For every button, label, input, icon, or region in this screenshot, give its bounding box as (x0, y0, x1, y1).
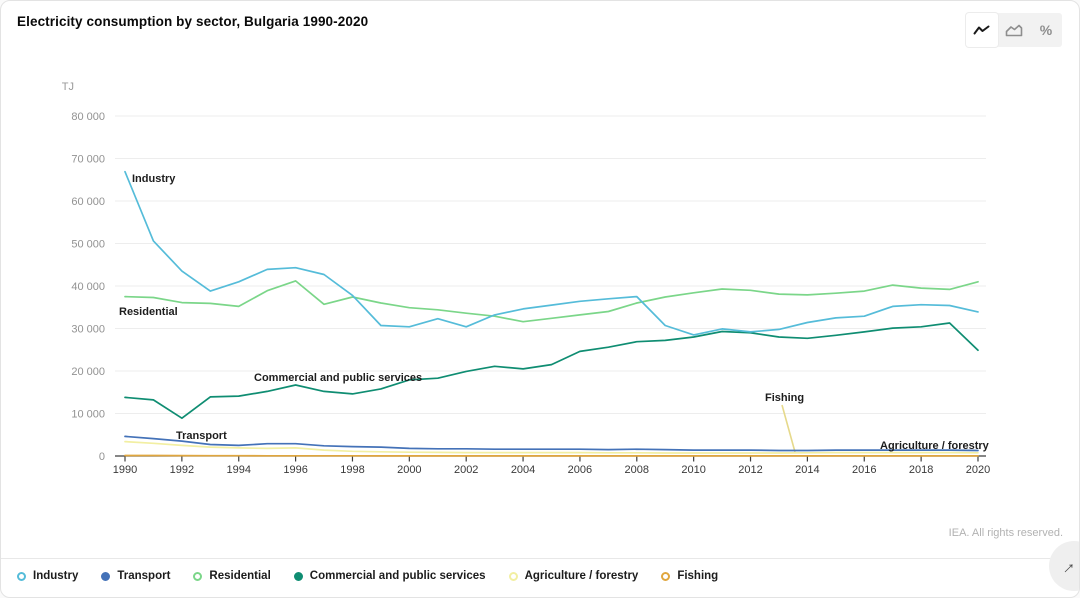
y-tick-label: 50 000 (71, 239, 105, 251)
x-tick-label: 2006 (568, 464, 592, 476)
legend-label: Transport (117, 570, 171, 582)
series-line-commercial-and-public-services[interactable] (124, 322, 979, 420)
legend-item-residential[interactable]: Residential (193, 570, 271, 582)
x-tick-label: 2016 (852, 464, 876, 476)
series-label: Transport (176, 430, 227, 442)
y-tick-label: 10 000 (71, 409, 105, 421)
chart-canvas[interactable]: TJ 0 10 000 20 000 30 000 40 000 50 000 60 000 7… (1, 1, 1080, 521)
legend-marker-icon (661, 571, 671, 581)
legend-label: Fishing (677, 570, 719, 582)
legend-marker-icon (17, 571, 26, 581)
x-tick-label: 1990 (113, 464, 137, 476)
y-tick-label: 20 000 (71, 366, 105, 378)
series-line-transport[interactable] (124, 435, 979, 452)
x-tick-label: 2008 (625, 464, 649, 476)
percent-icon: % (1039, 22, 1053, 38)
series-line-agriculture-forestry[interactable] (124, 440, 979, 454)
y-tick-label: 40 000 (71, 281, 105, 293)
x-tick-label: 1998 (340, 464, 364, 476)
y-tick-label: 80 000 (71, 111, 105, 123)
y-tick-label: 70 000 (71, 154, 105, 166)
x-tick-label: 1996 (283, 464, 307, 476)
percent-view-button[interactable]: % (1030, 13, 1062, 47)
x-tick-label: 2020 (966, 464, 990, 476)
legend-item-fishing[interactable]: Fishing (661, 570, 718, 582)
x-tick-label: 2018 (909, 464, 933, 476)
series-line-residential[interactable] (124, 280, 979, 323)
copyright-text: IEA. All rights reserved. (948, 527, 1063, 539)
legend-label: Agriculture / forestry (524, 570, 639, 582)
x-tick-label: 2004 (511, 464, 535, 476)
series-label: Agriculture / forestry (880, 440, 990, 452)
legend-label: Commercial and public services (309, 570, 486, 582)
x-tick-label: 2010 (681, 464, 705, 476)
label-leader-line (781, 404, 796, 453)
line-view-button[interactable] (966, 13, 998, 47)
legend-marker-icon (508, 571, 518, 581)
legend-separator (1, 558, 1079, 559)
legend-marker-icon (101, 571, 111, 581)
legend-label: Residential (209, 570, 271, 582)
legend-item-commercial-and-public-services[interactable]: Commercial and public services (293, 570, 486, 582)
legend-item-transport[interactable]: Transport (101, 570, 170, 582)
line-chart-icon (973, 25, 990, 35)
expand-button[interactable]: → (1049, 541, 1080, 591)
series-label: Industry (132, 173, 176, 185)
legend-item-agriculture-forestry[interactable]: Agriculture / forestry (508, 570, 639, 582)
x-tick-label: 2002 (454, 464, 478, 476)
chart-legend: Industry Transport Residential Commercial a… (17, 570, 741, 582)
y-tick-label: 0 (99, 451, 105, 463)
legend-label: Industry (33, 570, 79, 582)
series-label: Fishing (765, 392, 804, 404)
area-view-button[interactable] (998, 13, 1030, 47)
x-tick-label: 2012 (738, 464, 762, 476)
legend-item-industry[interactable]: Industry (17, 570, 78, 582)
y-tick-label: 60 000 (71, 196, 105, 208)
series-label: Commercial and public services (254, 372, 422, 384)
series-line-industry[interactable] (124, 170, 979, 336)
series-label: Residential (119, 306, 178, 318)
y-tick-label: 30 000 (71, 324, 105, 336)
y-axis-unit: TJ (62, 81, 74, 93)
chart-title: Electricity consumption by sector, Bulga… (17, 14, 369, 29)
expand-arrow-icon: → (1053, 552, 1080, 580)
area-chart-icon (1005, 24, 1023, 37)
legend-marker-icon (293, 571, 303, 581)
x-tick-label: 1994 (226, 464, 250, 476)
chart-view-toggle-group: % (966, 13, 1062, 47)
legend-marker-icon (193, 571, 203, 581)
x-tick-label: 1992 (170, 464, 194, 476)
x-tick-label: 2000 (397, 464, 421, 476)
x-tick-label: 2014 (795, 464, 819, 476)
